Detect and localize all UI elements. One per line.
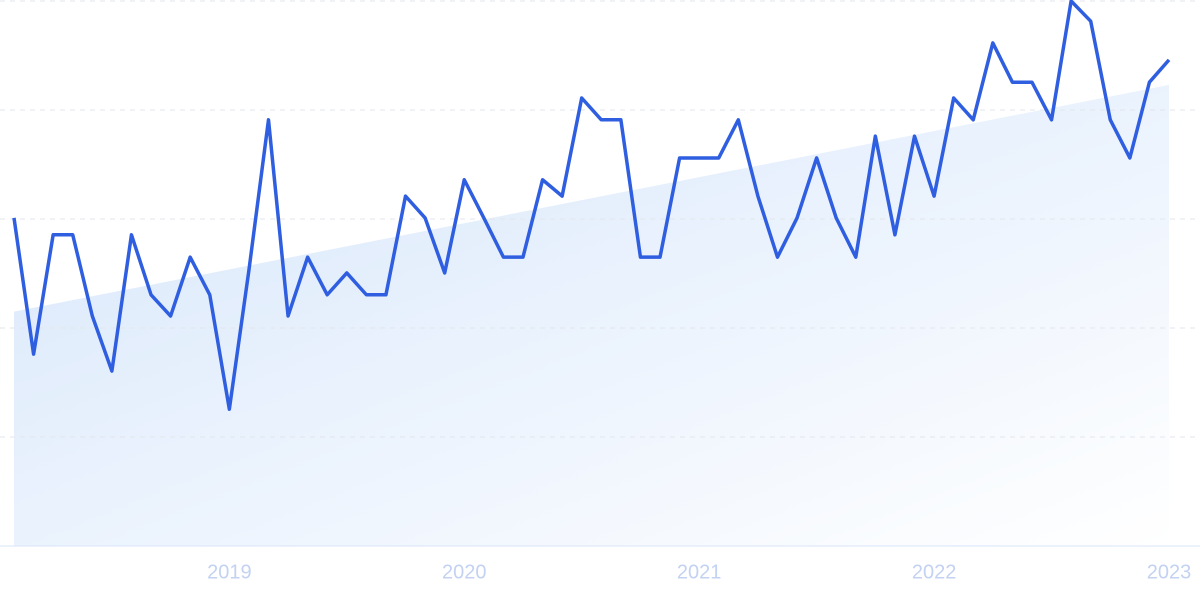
line bbox=[12, 0, 1171, 411]
trend-area bbox=[14, 84, 1169, 547]
x-tick-label: 2019 bbox=[207, 561, 252, 583]
x-tick-label: 2022 bbox=[912, 561, 957, 583]
x-tick-label: 2021 bbox=[677, 561, 722, 583]
x-tick-label: 2023 bbox=[1147, 561, 1192, 583]
x-tick-label: 2020 bbox=[442, 561, 487, 583]
